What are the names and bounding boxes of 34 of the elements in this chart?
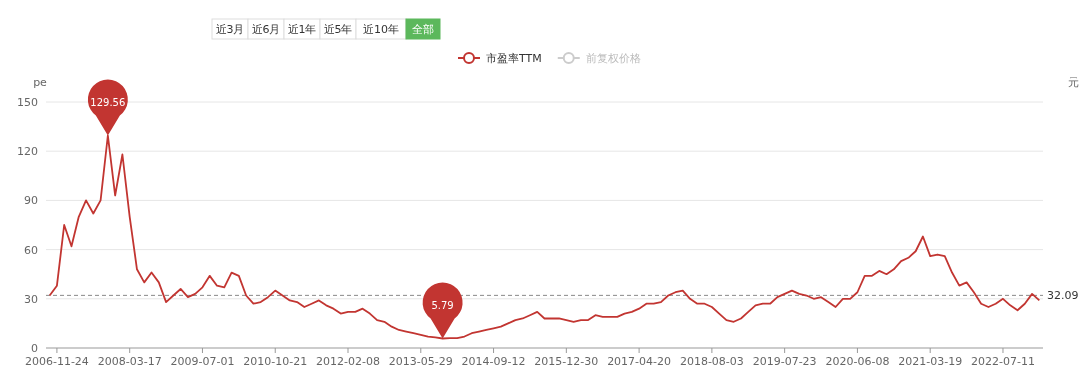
annotation: 5.79 [431,299,454,311]
x-tick-label: 2017-04-20 [607,355,672,368]
annotation: 129.56 [90,96,126,108]
x-tick-label: 2013-05-29 [388,355,453,368]
legend-label: 前复权价格 [585,52,641,65]
x-tick-label: 2022-07-11 [971,355,1035,368]
x-tick-label: 2012-02-08 [316,355,380,368]
text: 近1年 [287,23,317,36]
x-tick-label: 2008-03-17 [97,355,162,368]
text: 全部 [412,23,434,36]
y-tick-label: 90 [24,194,38,208]
x-tick-label: 2020-06-08 [825,355,890,368]
y-axis-title: pe [33,76,48,89]
text: 近3月 [215,23,245,36]
ref-line-label: 32.09 [1047,289,1079,303]
text: 近10年 [363,23,399,36]
y-tick-label: 120 [17,145,38,159]
x-tick-label: 2010-10-21 [243,355,308,368]
text: 近6月 [251,23,281,36]
x-tick-label: 2015-12-30 [534,355,599,368]
x-tick-label: 2006-11-24 [24,355,89,368]
y2-axis-title: 元 [1067,76,1079,89]
text: 近5年 [323,23,353,36]
line-series [48,134,1041,340]
x-tick-label: 2014-09-12 [461,355,526,368]
y-tick-label: 60 [24,243,38,257]
x-tick-label: 2009-07-01 [170,355,235,368]
x-tick-label: 2019-07-23 [752,355,817,368]
legend-label: 市盈率TTM [486,52,542,65]
x-tick-label: 2018-08-03 [679,355,744,368]
y-tick-label: 0 [31,342,38,355]
y-tick-label: 30 [24,292,38,306]
x-tick-label: 2021-03-19 [898,355,963,368]
y-tick-label: 150 [17,96,38,109]
